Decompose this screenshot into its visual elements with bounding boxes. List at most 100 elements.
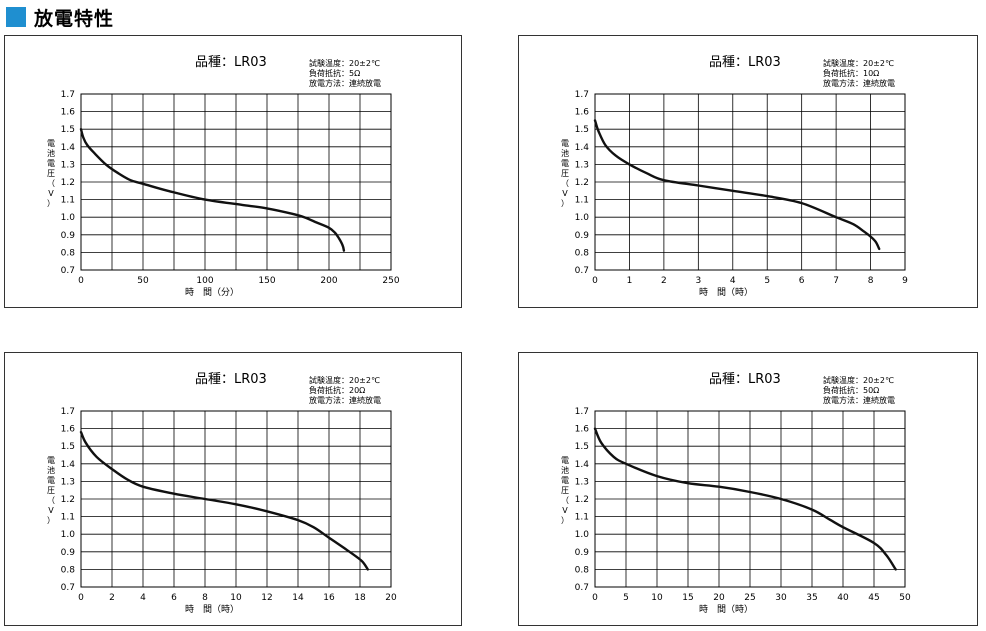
plot-frame [80,93,392,271]
test-condition-3: 放電方法：連続放電 [823,395,895,405]
chart-panel-3: 品種：LR03 試験温度：20±2℃ 負荷抵抗：20Ω 放電方法：連続放電 0 2 4 6 8 1… [4,352,462,626]
x-tick-label: 2 [109,593,115,603]
test-condition-1: 試験温度：20±2℃ [309,58,380,68]
y-tick-label: 1.2 [61,495,75,505]
chart-panel-1: 品種：LR03 試験温度：20±2℃ 負荷抵抗：5Ω 放電方法：連続放電 0 50 100 1… [4,35,462,308]
test-condition-3: 放電方法：連続放電 [309,395,381,405]
x-tick-label: 40 [837,593,849,603]
y-tick-label: 1.3 [61,477,75,487]
x-tick-label: 250 [382,276,399,286]
x-tick-label: 5 [764,276,770,286]
y-tick-label: 1.6 [61,108,76,118]
test-condition-3: 放電方法：連続放電 [309,78,381,88]
test-condition-2: 負荷抵抗：10Ω [823,68,879,78]
y-axis-label: 電池電圧（ V） [561,139,569,208]
x-tick-label: 10 [651,593,663,603]
discharge-curve [593,119,881,251]
y-tick-label: 0.9 [575,231,590,241]
y-tick-label: 0.9 [575,548,590,558]
x-tick-label: 150 [258,276,275,286]
y-tick-label: 1.4 [61,460,76,470]
x-tick-label: 8 [868,276,874,286]
y-tick-label: 1.4 [575,460,590,470]
y-tick-label: 1.4 [575,143,590,153]
y-tick-label: 1.2 [575,495,589,505]
y-tick-label: 0.8 [575,248,590,258]
y-tick-label: 1.2 [575,178,589,188]
x-tick-label: 6 [799,276,805,286]
test-condition-2: 負荷抵抗：50Ω [823,385,879,395]
x-tick-label: 25 [744,593,755,603]
y-tick-label: 1.2 [61,178,75,188]
y-tick-label: 1.3 [575,477,589,487]
chart-panel-2: 品種：LR03 試験温度：20±2℃ 負荷抵抗：10Ω 放電方法：連続放電 0 1 2 3 4 5… [518,35,978,308]
y-tick-label: 1.5 [575,125,589,135]
y-tick-label: 1.7 [61,90,75,100]
x-tick-label: 6 [171,593,177,603]
y-tick-label: 1.0 [61,530,76,540]
chart-title: 品種：LR03 [195,54,267,70]
y-tick-label: 0.7 [61,583,75,593]
chart-panel-4: 品種：LR03 試験温度：20±2℃ 負荷抵抗：50Ω 放電方法：連続放電 0 5 10 15… [518,352,978,626]
y-tick-label: 1.0 [575,530,590,540]
page-title: 放電特性 [34,7,115,30]
section-header: 放電特性 [6,4,114,30]
test-condition-1: 試験温度：20±2℃ [309,375,380,385]
y-tick-label: 1.0 [575,213,590,223]
x-axis-label: 時 間（分） [185,287,239,298]
y-tick-label: 1.1 [575,196,589,206]
x-tick-label: 3 [695,276,701,286]
x-axis-label: 時 間（時） [699,604,753,615]
x-tick-label: 50 [899,593,911,603]
y-tick-label: 1.5 [61,125,75,135]
y-tick-label: 1.3 [61,160,75,170]
y-axis-label: 電池電圧（ V） [47,139,55,208]
x-axis-label: 時 間（時） [699,287,753,298]
y-tick-label: 1.1 [61,513,75,523]
plot-frame [594,93,906,271]
y-tick-label: 1.6 [575,425,590,435]
x-tick-label: 30 [775,593,787,603]
y-axis-label: 電池電圧（ V） [47,456,55,525]
x-tick-label: 20 [385,593,397,603]
y-tick-label: 1.6 [575,108,590,118]
y-tick-label: 1.5 [575,442,589,452]
y-tick-label: 0.8 [575,565,590,575]
x-tick-label: 1 [627,276,633,286]
y-tick-label: 1.0 [61,213,76,223]
plot-frame [80,410,392,588]
x-tick-label: 45 [868,593,879,603]
x-tick-label: 0 [592,276,598,286]
y-tick-label: 1.5 [61,442,75,452]
discharge-curve [79,127,346,252]
x-tick-label: 15 [682,593,693,603]
x-tick-label: 20 [713,593,725,603]
test-condition-2: 負荷抵抗：20Ω [309,385,365,395]
y-tick-label: 0.8 [61,248,76,258]
x-tick-label: 8 [202,593,208,603]
y-tick-label: 0.7 [61,266,75,276]
y-tick-label: 1.6 [61,425,76,435]
x-tick-label: 10 [230,593,242,603]
y-tick-label: 1.7 [575,90,589,100]
x-tick-label: 0 [78,276,84,286]
discharge-curve [79,430,369,571]
y-tick-label: 1.4 [61,143,76,153]
y-tick-label: 1.3 [575,160,589,170]
chart-title: 品種：LR03 [709,54,781,70]
x-tick-label: 14 [292,593,304,603]
x-tick-label: 4 [730,276,736,286]
test-condition-1: 試験温度：20±2℃ [823,58,894,68]
y-tick-label: 1.7 [575,407,589,417]
y-tick-label: 1.1 [575,513,589,523]
x-tick-label: 16 [323,593,335,603]
test-condition-2: 負荷抵抗：5Ω [309,68,360,78]
x-axis-label: 時 間（時） [185,604,239,615]
discharge-curve [593,427,897,571]
x-tick-label: 7 [833,276,839,286]
x-tick-label: 9 [902,276,908,286]
x-tick-label: 18 [354,593,366,603]
